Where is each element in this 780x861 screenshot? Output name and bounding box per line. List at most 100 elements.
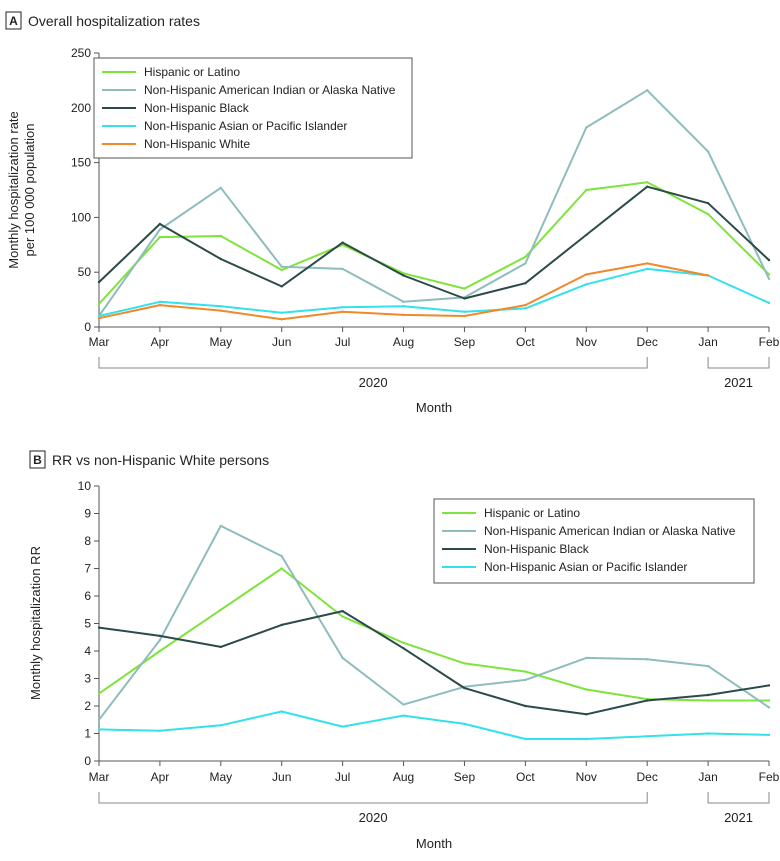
x-tick-label: Jan [698,770,717,784]
year-bracket [707,357,770,369]
data-point [524,704,527,708]
data-point [97,302,101,306]
data-point [219,305,222,308]
chart-title: RR vs non-Hispanic White persons [52,452,269,468]
data-point [646,181,649,184]
panel-a: A Overall hospitalization rates 0 50 100 150 2… [5,11,780,415]
x-tick-label: Jul [335,770,350,784]
data-point [585,688,588,691]
data-point [706,664,710,668]
data-point [402,703,405,706]
data-point [524,678,527,682]
legend-box [93,57,413,159]
data-point [767,301,771,305]
data-point [646,658,649,661]
x-tick-label: May [209,770,232,784]
legend: Hispanic or Latino Non-Hispanic American … [433,498,755,584]
data-point [767,277,771,280]
data-point [646,185,649,188]
x-axis-label: Month [416,400,452,415]
data-point [767,684,771,687]
data-point [585,188,588,192]
data-point [524,262,527,265]
y-tick-label: 200 [71,101,91,115]
data-point [585,233,588,237]
data-point [280,623,283,627]
data-point [158,303,162,307]
series-group [97,524,771,741]
data-point [341,306,344,309]
data-point [341,615,344,618]
x-axis-label: Month [416,836,452,851]
panel-b: B RR vs non-Hispanic White persons 0 1 2 3 4 5 6… [28,450,780,851]
data-point [463,314,466,318]
legend-label: Hispanic or Latino [484,506,580,520]
x-tick-label: Dec [637,770,658,784]
data-point [706,699,710,702]
year-bracket [98,357,648,369]
data-point [219,234,222,238]
data-point [341,609,344,613]
data-point [402,714,405,717]
y-tick-label: 8 [84,534,91,548]
data-point [646,89,649,92]
legend-label: Non-Hispanic White [144,137,250,151]
x-tick-label: Feb [759,335,780,349]
y-tick-label: 0 [84,320,91,334]
data-point [706,202,710,205]
data-point [524,307,527,310]
y-tick-label: 10 [78,479,92,493]
data-point [97,626,101,629]
y-tick-label: 6 [84,589,91,603]
legend-label: Non-Hispanic Asian or Pacific Islander [484,560,687,574]
data-point [97,317,101,320]
y-tick-label: 2 [84,699,91,713]
data-point [341,656,344,660]
year-label: 2021 [724,375,753,390]
data-point [158,300,162,303]
data-point [219,186,222,189]
y-axis-label: Monthly hospitalization RR [28,546,43,700]
data-point [341,241,344,244]
data-point [219,524,222,528]
data-point [158,235,162,239]
x-tick-label: Oct [516,770,535,784]
data-point [463,310,466,313]
data-point [402,300,405,303]
x-tick-label: Nov [576,335,597,349]
x-tick-label: Mar [89,770,110,784]
x-tick-label: Jul [335,335,350,349]
data-point [767,258,771,262]
data-point [524,255,527,259]
data-point [524,303,527,307]
y-tick-label: 50 [78,265,92,279]
x-tick-label: Feb [759,770,780,784]
series-line-1 [98,89,770,317]
data-point [158,638,162,642]
year-label: 2021 [724,810,753,825]
data-point [219,724,222,727]
series-line-0 [98,567,769,702]
data-point [341,267,344,271]
data-point [158,729,162,732]
data-point [158,228,162,231]
data-point [341,310,344,313]
data-point [280,318,283,321]
data-point [706,150,710,153]
legend-label: Non-Hispanic Black [144,101,250,115]
data-point [219,645,222,649]
year-label: 2020 [359,810,388,825]
data-point [402,305,405,308]
data-point [524,670,527,673]
data-point [463,686,466,690]
data-point [280,311,283,314]
data-point [524,737,527,741]
data-point [158,634,162,638]
legend-label: Non-Hispanic Asian or Pacific Islander [144,119,347,133]
data-point [646,262,649,265]
y-axis-label: Monthly hospitalization rate [6,111,21,269]
data-point [585,737,588,741]
data-point [524,282,527,285]
y-tick-label: 7 [84,562,91,576]
data-point [280,285,283,288]
